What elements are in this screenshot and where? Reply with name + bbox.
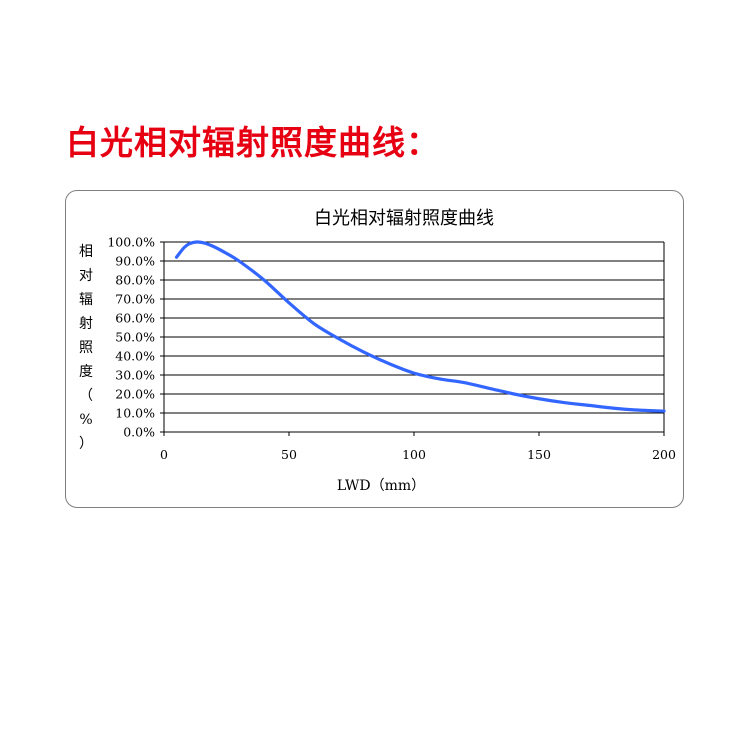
y-axis-label-char: ） bbox=[79, 436, 93, 452]
y-axis-label-char: 度 bbox=[79, 364, 93, 380]
chart-title: 白光相对辐射照度曲线 bbox=[314, 208, 494, 229]
y-tick-label: 100.0% bbox=[107, 235, 155, 250]
y-tick-label: 60.0% bbox=[115, 311, 155, 326]
y-axis-label-char: 射 bbox=[79, 316, 93, 332]
x-tick-label: 150 bbox=[527, 447, 551, 462]
chart-frame bbox=[65, 190, 684, 508]
y-axis-label-char: 相 bbox=[79, 244, 93, 260]
y-axis-label-char: 辐 bbox=[79, 292, 93, 308]
y-tick-label: 0.0% bbox=[123, 425, 155, 440]
y-tick-label: 90.0% bbox=[115, 254, 155, 269]
x-tick-labels: 0 50 100 150 200 bbox=[160, 447, 676, 462]
y-axis-label-char: % bbox=[79, 412, 92, 428]
x-tick-label: 100 bbox=[402, 447, 426, 462]
y-tick-label: 40.0% bbox=[115, 349, 155, 364]
y-axis-label-char: 对 bbox=[79, 268, 93, 284]
series-layer bbox=[174, 240, 666, 413]
grid-layer bbox=[160, 241, 665, 436]
y-tick-label: 70.0% bbox=[115, 292, 155, 307]
y-tick-label: 30.0% bbox=[115, 368, 155, 383]
y-axis-label-char: 照 bbox=[79, 340, 93, 356]
y-tick-label: 20.0% bbox=[115, 387, 155, 402]
x-axis-label: LWD（mm） bbox=[337, 478, 425, 494]
y-tick-label: 80.0% bbox=[115, 273, 155, 288]
x-tick-label: 50 bbox=[281, 447, 297, 462]
y-axis-label: 相对辐射照度 （% ） bbox=[79, 244, 93, 452]
y-tick-label: 50.0% bbox=[115, 330, 155, 345]
y-tick-label: 10.0% bbox=[115, 406, 155, 421]
page-heading: 白光相对辐射照度曲线： bbox=[66, 123, 440, 162]
x-tick-label: 0 bbox=[160, 447, 168, 462]
y-axis-label-char: （ bbox=[79, 388, 93, 404]
y-tick-labels: 0.0% 10.0% 20.0% 30.0% 40.0% 50.0% 60.0% 70.0% 8… bbox=[107, 235, 155, 440]
series-line bbox=[174, 240, 666, 413]
x-tick-label: 200 bbox=[652, 447, 676, 462]
